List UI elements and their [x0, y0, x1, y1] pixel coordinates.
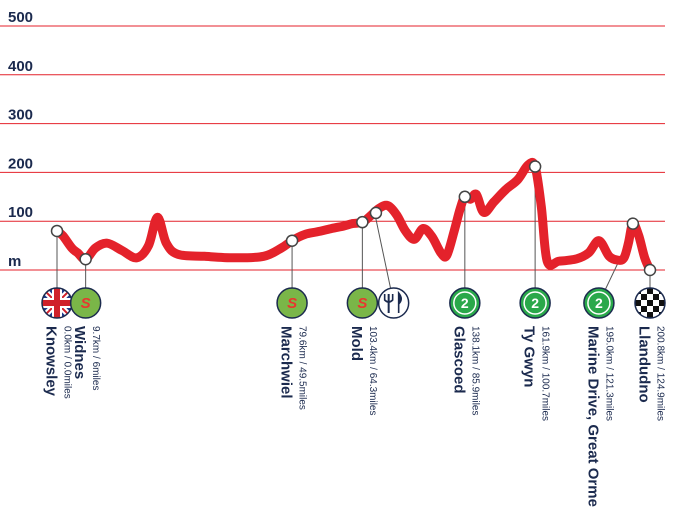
- stop-icons: S S S 2 2 2: [41, 287, 666, 319]
- climb-icon-label: 2: [531, 295, 539, 311]
- sprint-icon: S: [346, 287, 379, 319]
- profile-marker: [79, 253, 92, 266]
- stop-label-3: Mold 103.4km / 64.3miles: [348, 326, 378, 416]
- stop-name: Glascoed: [450, 326, 467, 394]
- y-axis-labels: 500 400 300 200 100 m: [8, 9, 33, 270]
- stop-name: Widnes: [71, 326, 88, 379]
- stop-label-5: Glascoed 138.1km / 85.9miles: [450, 326, 480, 416]
- sprint-icon-label: S: [81, 295, 91, 312]
- climb-icon-label: 2: [595, 295, 603, 311]
- stop-label-8: Llandudno 200.8km / 124.9miles: [636, 326, 666, 421]
- stop-name: Knowsley: [43, 326, 60, 397]
- stop-name: Marine Drive, Great Orme: [585, 326, 602, 507]
- y-tick-label: 100: [8, 204, 33, 221]
- y-tick-label: 500: [8, 9, 33, 26]
- y-tick-label: 400: [8, 58, 33, 75]
- y-tick-label: 200: [8, 155, 33, 172]
- stop-name: Mold: [348, 326, 365, 361]
- stop-distance: 79.6km / 49.5miles: [297, 326, 308, 410]
- stop-distance: 161.9km / 100.7miles: [540, 326, 551, 421]
- profile-marker: [626, 217, 640, 230]
- profile-marker: [528, 160, 542, 173]
- stop-label-2: Marchwiel 79.6km / 49.5miles: [278, 326, 308, 410]
- stop-name: Marchwiel: [278, 326, 295, 399]
- y-tick-label: 300: [8, 107, 33, 124]
- profile-marker: [458, 190, 472, 204]
- flag-icon: [41, 287, 73, 319]
- stop-distance: 9.7km / 6miles: [90, 326, 101, 390]
- profile-marker: [356, 215, 369, 229]
- profile-marker: [369, 206, 383, 220]
- stop-distance: 103.4km / 64.3miles: [367, 326, 378, 416]
- climb-icon: 2: [449, 287, 481, 319]
- sprint-icon-label: S: [357, 295, 367, 312]
- elevation-profile-line: [52, 157, 655, 275]
- stop-name: Ty Gwyn: [521, 326, 538, 387]
- food-icon: [377, 287, 410, 319]
- stop-label-6: Ty Gwyn 161.9km / 100.7miles: [521, 326, 551, 421]
- profile-marker: [643, 263, 657, 277]
- profile-marker: [285, 234, 299, 247]
- stop-label-1: Widnes 9.7km / 6miles: [71, 326, 101, 390]
- stop-connectors: [56, 166, 651, 304]
- profile-markers: [50, 160, 657, 277]
- profile-marker: [50, 224, 64, 238]
- stop-distance: 138.1km / 85.9miles: [469, 326, 480, 416]
- sprint-icon-label: S: [287, 295, 297, 312]
- stop-distance: 195.0km / 121.3miles: [604, 326, 615, 421]
- finish-icon: [634, 287, 666, 319]
- stop-distance: 200.8km / 124.9miles: [655, 326, 666, 421]
- stop-label-7: Marine Drive, Great Orme 195.0km / 121.3m…: [585, 326, 615, 507]
- stop-label-0: Knowsley 0.0km / 0.0miles: [43, 326, 73, 399]
- gridlines: [0, 25, 665, 271]
- climb-icon: 2: [583, 287, 615, 319]
- climb-icon-label: 2: [461, 295, 469, 311]
- climb-icon: 2: [519, 287, 551, 319]
- sprint-icon: S: [69, 287, 102, 319]
- stop-distance: 0.0km / 0.0miles: [62, 326, 73, 399]
- y-tick-label: m: [8, 253, 21, 270]
- stop-name: Llandudno: [636, 326, 653, 403]
- sprint-icon: S: [276, 287, 308, 319]
